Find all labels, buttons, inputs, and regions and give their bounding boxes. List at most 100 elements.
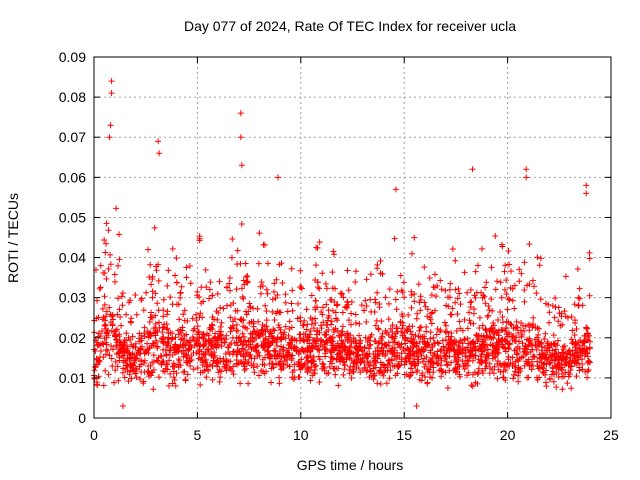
data-point <box>485 346 492 353</box>
data-point <box>479 338 486 345</box>
data-point <box>452 299 459 306</box>
data-point <box>419 372 426 379</box>
data-point <box>449 305 456 312</box>
data-point <box>282 323 289 330</box>
data-point <box>382 341 389 348</box>
data-point <box>177 336 184 343</box>
data-point <box>375 340 382 347</box>
data-point <box>227 328 234 335</box>
data-point <box>532 342 539 349</box>
data-point <box>509 285 516 292</box>
data-point <box>104 347 111 354</box>
y-tick-label: 0.05 <box>59 209 86 225</box>
data-point <box>237 134 244 141</box>
data-point <box>330 248 337 255</box>
data-point <box>428 320 435 327</box>
data-point <box>392 296 399 303</box>
data-point <box>350 369 357 376</box>
data-point <box>291 367 298 374</box>
data-point <box>170 374 177 381</box>
data-point <box>183 331 190 338</box>
data-point <box>443 336 450 343</box>
data-point <box>357 360 364 367</box>
data-point <box>339 323 346 330</box>
data-point <box>518 270 525 277</box>
data-point <box>470 353 477 360</box>
data-point <box>248 318 255 325</box>
data-point <box>514 350 521 357</box>
data-point <box>220 305 227 312</box>
data-point <box>446 346 453 353</box>
data-point <box>545 344 552 351</box>
data-point <box>405 312 412 319</box>
data-point <box>307 377 314 384</box>
data-point <box>492 286 499 293</box>
data-point <box>289 287 296 294</box>
data-point <box>124 362 131 369</box>
data-point <box>344 298 351 305</box>
data-point <box>296 374 303 381</box>
data-point <box>184 371 191 378</box>
data-point <box>546 375 553 382</box>
data-point <box>256 331 263 338</box>
data-point <box>194 288 201 295</box>
data-point <box>124 343 131 350</box>
data-point <box>160 340 167 347</box>
data-point <box>414 356 421 363</box>
data-point <box>221 339 228 346</box>
data-point <box>389 351 396 358</box>
data-point <box>241 281 248 288</box>
y-tick-label: 0.02 <box>59 330 86 346</box>
data-point <box>372 348 379 355</box>
data-point <box>332 371 339 378</box>
data-point <box>269 335 276 342</box>
data-point <box>419 358 426 365</box>
data-point <box>245 358 252 365</box>
x-tick-label: 10 <box>293 427 309 443</box>
data-point <box>428 291 435 298</box>
data-point <box>403 327 410 334</box>
data-point <box>329 285 336 292</box>
data-point <box>263 286 270 293</box>
data-point <box>313 244 320 251</box>
data-point <box>407 351 414 358</box>
data-point <box>493 345 500 352</box>
data-point <box>216 328 223 335</box>
data-point <box>469 339 476 346</box>
y-tick-label: 0.09 <box>59 49 86 65</box>
data-point <box>239 345 246 352</box>
data-point <box>408 369 415 376</box>
data-point <box>434 348 441 355</box>
data-point <box>277 350 284 357</box>
x-tick-label: 15 <box>396 427 412 443</box>
data-point <box>377 381 384 388</box>
data-point <box>106 304 113 311</box>
data-point <box>200 335 207 342</box>
data-point <box>261 362 268 369</box>
data-point <box>138 357 145 364</box>
data-point <box>230 363 237 370</box>
data-point <box>468 382 475 389</box>
data-point <box>328 337 335 344</box>
data-point <box>521 287 528 294</box>
data-point <box>107 122 114 129</box>
data-point <box>352 311 359 318</box>
data-point <box>268 339 275 346</box>
data-point <box>502 328 509 335</box>
data-point <box>379 333 386 340</box>
data-point <box>182 342 189 349</box>
data-point <box>394 288 401 295</box>
data-point <box>421 363 428 370</box>
data-point <box>159 359 166 366</box>
data-point <box>102 351 109 358</box>
data-point <box>278 366 285 373</box>
data-point <box>441 319 448 326</box>
data-point <box>322 331 329 338</box>
data-point <box>464 344 471 351</box>
data-point <box>535 331 542 338</box>
data-point <box>95 330 102 337</box>
data-point <box>307 328 314 335</box>
data-point <box>446 353 453 360</box>
data-point <box>311 363 318 370</box>
data-point <box>319 360 326 367</box>
